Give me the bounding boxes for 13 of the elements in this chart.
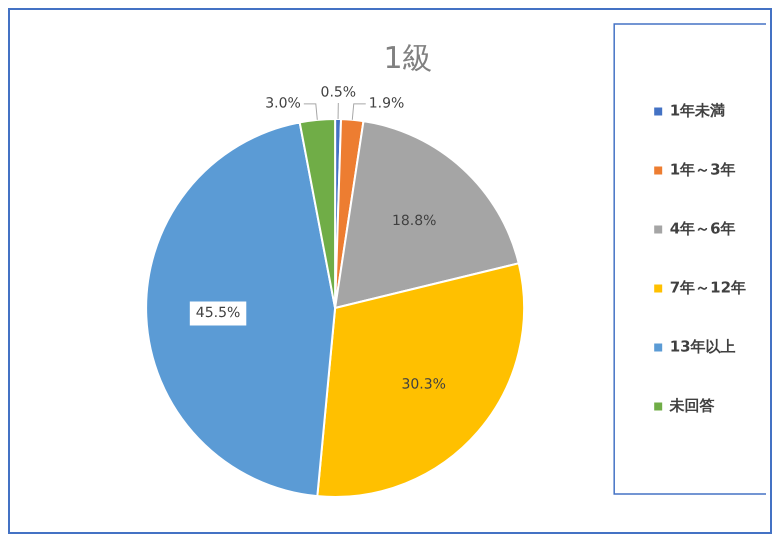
legend-label: 4年～6年 bbox=[670, 219, 736, 238]
legend-label: 1年未満 bbox=[670, 101, 726, 120]
data-label: 30.3% bbox=[401, 376, 446, 392]
data-label: 1.9% bbox=[368, 95, 404, 112]
data-label: 3.0% bbox=[265, 96, 301, 112]
text: 1級 bbox=[383, 40, 433, 76]
legend-label: 7年～12年 bbox=[670, 278, 746, 296]
legend-label: 1年～3年 bbox=[670, 160, 736, 178]
legend-label: 13年以上 bbox=[670, 337, 736, 356]
data-label: 45.5% bbox=[196, 305, 240, 322]
legend-label: 未回答 bbox=[668, 396, 715, 414]
data-label: 0.5% bbox=[320, 84, 356, 101]
data-label: 18.8% bbox=[392, 213, 436, 230]
